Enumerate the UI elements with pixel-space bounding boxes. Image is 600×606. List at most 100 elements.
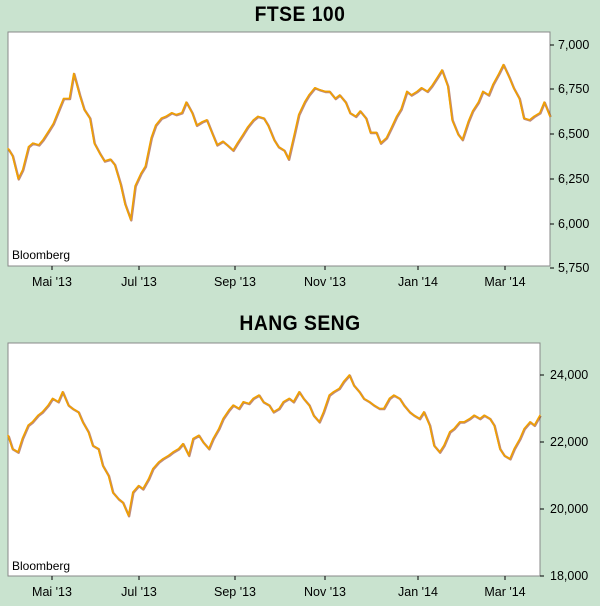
y-tick-label: 20,000 <box>550 502 588 516</box>
data-point <box>529 421 531 423</box>
data-point <box>38 144 40 146</box>
data-point <box>282 401 284 403</box>
data-point <box>212 438 214 440</box>
data-point <box>37 414 39 416</box>
data-point <box>373 404 375 406</box>
data-point <box>181 112 183 114</box>
data-point <box>102 464 104 466</box>
data-point <box>482 90 484 92</box>
data-point <box>242 133 244 135</box>
data-point <box>298 391 300 393</box>
data-point <box>472 110 474 112</box>
data-point <box>463 421 465 423</box>
x-tick-label: Nov '13 <box>304 275 346 289</box>
x-tick-label: Jan '14 <box>398 585 438 599</box>
data-point <box>353 384 355 386</box>
data-point <box>308 404 310 406</box>
data-point <box>393 394 395 396</box>
data-point <box>132 491 134 493</box>
data-point <box>344 101 347 103</box>
data-point <box>324 90 326 92</box>
data-point <box>283 149 285 151</box>
data-point <box>304 101 306 103</box>
data-point <box>175 114 177 116</box>
data-point <box>58 108 60 110</box>
data-point <box>51 397 54 399</box>
data-point <box>543 101 545 103</box>
data-point <box>27 146 30 148</box>
data-point <box>302 397 304 399</box>
data-point <box>42 139 44 141</box>
data-point <box>431 85 433 87</box>
data-point <box>48 130 50 132</box>
x-tick-label: Nov '13 <box>304 585 346 599</box>
data-point <box>457 133 459 135</box>
data-point <box>278 407 280 410</box>
data-point <box>150 137 152 139</box>
data-point <box>403 404 405 406</box>
data-point <box>92 444 94 446</box>
data-point <box>188 454 190 456</box>
data-point <box>513 448 515 450</box>
data-point <box>318 89 320 91</box>
y-tick-label: 6,500 <box>558 127 589 141</box>
data-point <box>420 87 422 89</box>
data-point <box>413 414 415 416</box>
data-point <box>73 72 75 75</box>
data-point <box>479 418 481 420</box>
data-point <box>11 448 13 450</box>
x-tick-label: Jul '13 <box>121 275 157 289</box>
data-point <box>410 94 412 96</box>
data-point <box>137 485 140 487</box>
data-point <box>461 139 463 141</box>
data-point <box>109 158 111 160</box>
data-point <box>67 404 69 406</box>
data-point <box>114 163 116 166</box>
data-point <box>236 142 238 144</box>
data-point <box>185 101 187 103</box>
data-point <box>459 421 461 423</box>
data-point <box>89 117 91 119</box>
data-point <box>473 414 475 416</box>
data-point <box>369 131 371 133</box>
data-point <box>436 76 439 78</box>
data-point <box>408 411 411 413</box>
data-point <box>93 142 95 144</box>
data-point <box>238 407 240 410</box>
data-point <box>528 119 531 121</box>
data-point <box>318 421 320 423</box>
data-point <box>416 90 418 92</box>
data-point <box>332 391 335 393</box>
y-tick-label: 6,250 <box>558 172 589 186</box>
data-point <box>358 391 360 393</box>
data-point <box>208 448 210 450</box>
data-point <box>172 451 174 453</box>
data-point <box>292 401 294 403</box>
data-point <box>390 128 392 130</box>
data-point <box>423 411 425 413</box>
data-point <box>512 87 515 89</box>
data-point <box>117 498 119 500</box>
data-point <box>77 411 79 413</box>
y-tick-label: 5,750 <box>558 261 589 275</box>
data-point <box>368 401 370 403</box>
data-point <box>396 115 398 117</box>
data-point <box>539 112 541 114</box>
data-point <box>273 139 275 141</box>
ftse-chart: Bloomberg 7,000 6,750 6,500 6,250 6,000 5,750… <box>7 31 589 289</box>
data-point <box>122 501 124 503</box>
data-point <box>62 97 65 100</box>
data-point <box>71 407 74 410</box>
data-point <box>211 133 214 135</box>
data-point <box>312 414 314 416</box>
data-point <box>216 144 218 146</box>
data-point <box>502 64 504 66</box>
hangseng-chart-title: HANG SENG <box>239 312 361 335</box>
x-tick-label: Mai '13 <box>32 275 72 289</box>
data-point <box>443 444 445 446</box>
data-point <box>27 424 29 426</box>
data-point <box>31 421 33 423</box>
data-point <box>400 108 402 110</box>
data-point <box>293 133 295 135</box>
data-point <box>61 391 64 393</box>
